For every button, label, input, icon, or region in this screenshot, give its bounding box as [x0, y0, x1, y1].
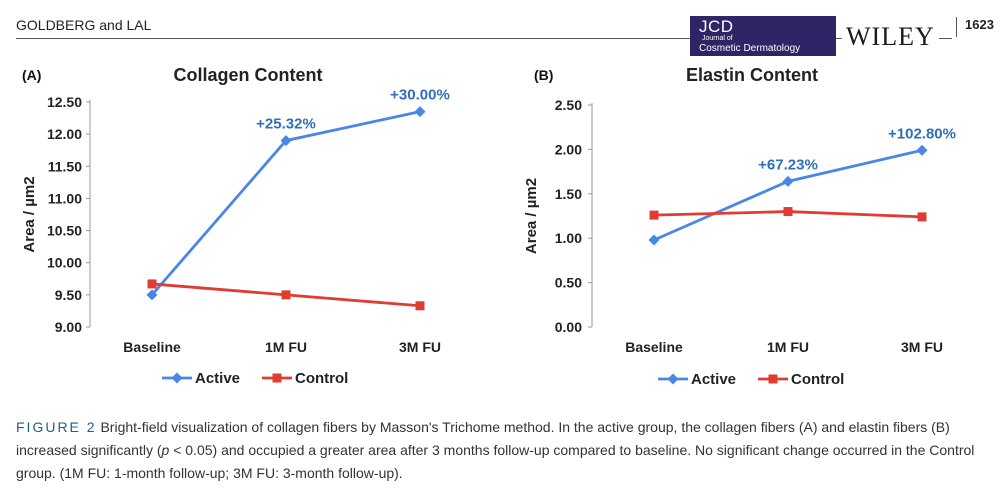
- journal-abbrev: JCD: [699, 17, 734, 36]
- y-tick-label: 1.00: [555, 230, 582, 246]
- y-tick-label: 1.50: [555, 186, 582, 202]
- data-point-control: [415, 301, 425, 311]
- y-tick-label: 12.50: [47, 94, 82, 110]
- data-annotation: +102.80%: [888, 125, 956, 142]
- header-rule: [16, 38, 952, 39]
- page-header: GOLDBERG and LAL JCD Journal of Cosmetic…: [0, 0, 1004, 56]
- y-tick-label: 11.00: [48, 190, 82, 206]
- page-number: 1623: [956, 17, 994, 37]
- legend-marker-active: [171, 372, 183, 384]
- y-tick-label: 2.00: [555, 141, 582, 157]
- data-point-control: [281, 290, 291, 300]
- data-point-control: [783, 207, 793, 217]
- y-tick-label: 10.00: [47, 255, 82, 271]
- data-point-active: [280, 135, 292, 147]
- data-annotation: +30.00%: [390, 87, 450, 104]
- legend-marker-control: [272, 373, 282, 383]
- x-tick-label: 3M FU: [399, 339, 441, 355]
- legend-marker-control: [768, 374, 778, 384]
- chart-title: Elastin Content: [686, 65, 818, 85]
- journal-of: Journal of: [702, 35, 733, 42]
- running-head-authors: GOLDBERG and LAL: [16, 17, 152, 33]
- y-tick-label: 10.50: [47, 223, 82, 239]
- caption-p-symbol: p: [161, 442, 170, 458]
- chart-title: Collagen Content: [174, 65, 323, 85]
- y-tick-label: 0.00: [555, 319, 582, 335]
- caption-text-1: Bright-field visualization of collagen f…: [16, 419, 950, 458]
- y-axis-label: Area / µm2: [21, 176, 38, 252]
- legend-label-control: Control: [791, 371, 844, 388]
- y-tick-label: 2.50: [555, 97, 582, 113]
- y-tick-label: 9.00: [55, 319, 82, 335]
- data-point-active: [916, 144, 928, 156]
- y-tick-label: 11.50: [48, 158, 82, 174]
- y-tick-label: 9.50: [55, 287, 82, 303]
- data-point-active: [414, 106, 426, 118]
- data-point-control: [649, 210, 659, 220]
- data-point-active: [782, 175, 794, 187]
- x-tick-label: 1M FU: [265, 339, 307, 355]
- data-annotation: +25.32%: [256, 116, 316, 133]
- figure-label: FIGURE 2: [16, 419, 97, 435]
- legend-label-control: Control: [295, 370, 348, 387]
- elastin-chart: (B) Elastin Content Area / µm2 0.00 0.50 1.00…: [523, 65, 956, 388]
- x-tick-label: 1M FU: [767, 339, 809, 355]
- journal-name: Cosmetic Dermatology: [699, 43, 801, 54]
- x-tick-label: 3M FU: [901, 339, 943, 355]
- y-tick-label: 0.50: [555, 275, 582, 291]
- y-tick-label: 12.00: [47, 126, 82, 142]
- y-axis-label: Area / µm2: [523, 178, 540, 254]
- x-tick-label: Baseline: [123, 339, 181, 355]
- data-point-control: [917, 212, 927, 222]
- publisher-logo: WILEY: [842, 22, 939, 52]
- data-point-active: [146, 289, 158, 301]
- panel-label: (A): [22, 67, 41, 83]
- figure-caption: FIGURE 2 Bright-field visualization of c…: [16, 416, 991, 485]
- caption-text-2: < 0.05) and occupied a greater area afte…: [16, 442, 975, 481]
- legend-marker-active: [667, 373, 679, 385]
- panel-label: (B): [534, 67, 553, 83]
- legend-label-active: Active: [691, 371, 736, 388]
- x-tick-label: Baseline: [625, 339, 683, 355]
- journal-logo: JCD Journal of Cosmetic Dermatology: [690, 16, 836, 56]
- data-annotation: +67.23%: [758, 156, 818, 173]
- legend-label-active: Active: [195, 370, 240, 387]
- data-point-active: [648, 234, 660, 246]
- data-point-control: [147, 279, 157, 289]
- collagen-chart: (A) Collagen Content Area / µm2 9.00 9.50 10.…: [21, 65, 450, 387]
